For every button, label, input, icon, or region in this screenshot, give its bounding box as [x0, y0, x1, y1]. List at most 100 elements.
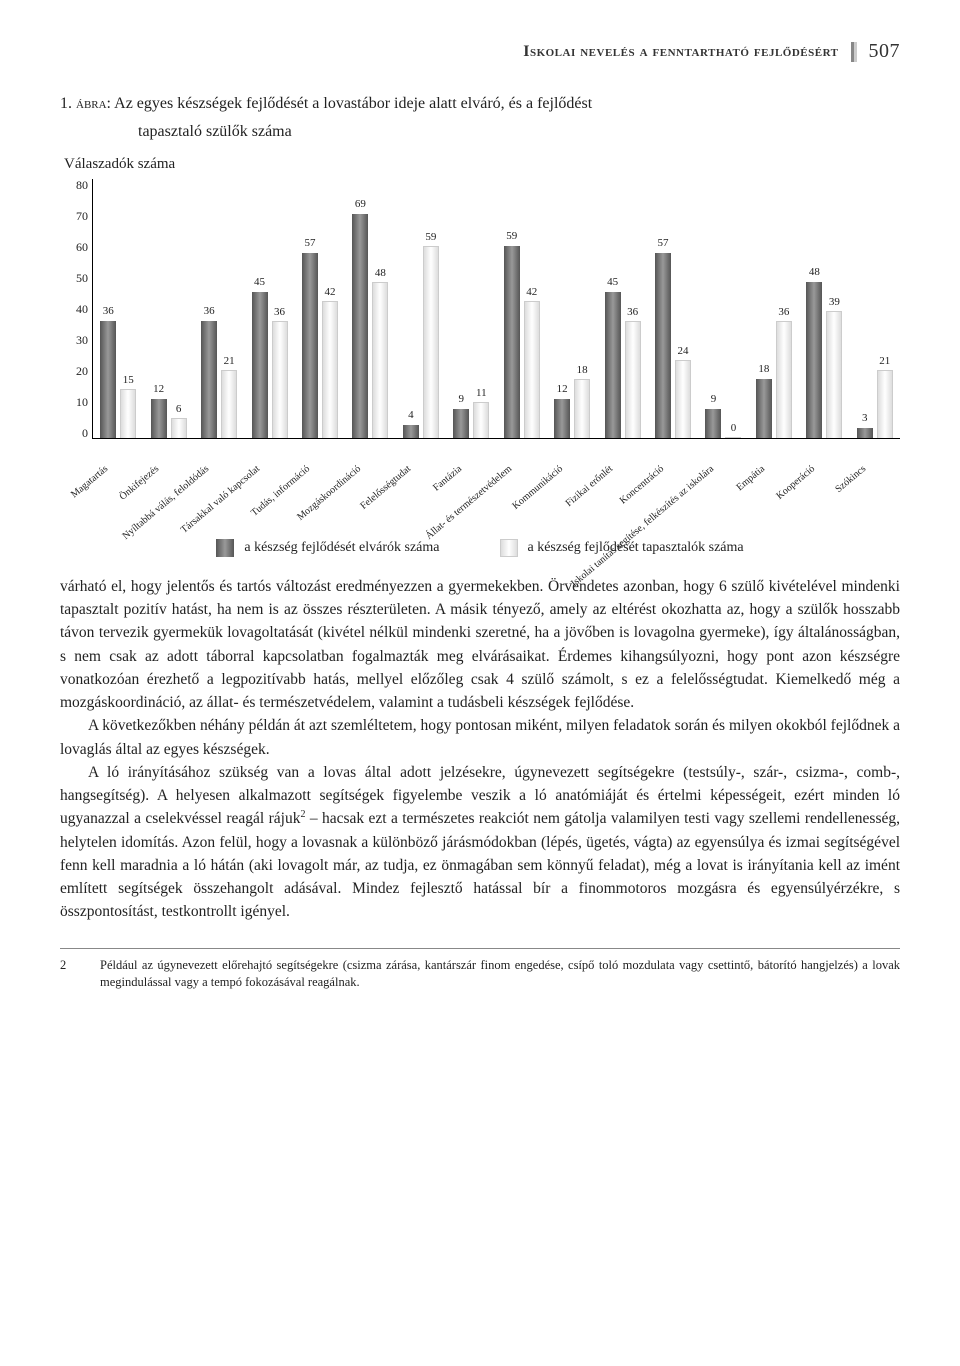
y-tick: 20 [60, 365, 88, 377]
bar-value-label: 59 [425, 231, 436, 243]
legend-label-series1: a készség fejlődését elvárók száma [244, 540, 439, 556]
bar-series2: 36 [776, 321, 792, 438]
bar-value-label: 69 [355, 198, 366, 210]
figure-caption-line2-wrap: tapasztaló szülők száma [60, 121, 900, 143]
footnote-rule [60, 948, 900, 949]
bar-value-label: 45 [254, 276, 265, 288]
bar-series1: 4 [403, 425, 419, 438]
y-tick: 60 [60, 241, 88, 253]
legend-item-series1: a készség fejlődését elvárók száma [216, 539, 439, 557]
bar-group: 4 59 [396, 179, 446, 438]
y-tick: 50 [60, 272, 88, 284]
bar-series1: 45 [252, 292, 268, 438]
bar-series2: 59 [423, 246, 439, 438]
bar-group: 6948 [345, 179, 395, 438]
bar-chart: 80706050403020100 3615126362145365742694… [60, 179, 900, 479]
bar-value-label: 21 [879, 355, 890, 367]
bar-series2: 42 [322, 301, 338, 438]
bar-series1: 18 [756, 379, 772, 438]
bar-value-label: 36 [274, 306, 285, 318]
bar-series1: 57 [302, 253, 318, 438]
bar-group: 3615 [93, 179, 143, 438]
chart-plot-area: 3615126362145365742694845991159421218453… [92, 179, 900, 439]
footnote: 2 Például az úgynevezett előrehajtó segí… [60, 957, 900, 992]
bar-value-label: 21 [224, 355, 235, 367]
bar-group: 126 [143, 179, 193, 438]
y-tick: 80 [60, 179, 88, 191]
y-tick: 0 [60, 427, 88, 439]
running-header: Iskolai nevelés a fenntartható fejlődésé… [60, 40, 900, 63]
bar-value-label: 36 [103, 305, 114, 317]
chart-subtitle: Válaszadók száma [64, 156, 900, 173]
bar-value-label: 48 [375, 267, 386, 279]
bar-value-label: 15 [123, 374, 134, 386]
bar-value-label: 4 [408, 409, 414, 421]
figure-caption-line2: tapasztaló szülők száma [138, 123, 292, 140]
bar-value-label: 18 [577, 364, 588, 376]
bar-value-label: 59 [506, 230, 517, 242]
bar-value-label: 36 [204, 305, 215, 317]
bar-value-label: 18 [758, 363, 769, 375]
figure-caption: 1. ábra: Az egyes készségek fejlődését a… [60, 93, 900, 115]
bar-series1: 69 [352, 214, 368, 438]
bar-value-label: 3 [862, 412, 868, 424]
x-tick-label: Szókincs [841, 447, 904, 509]
bar-series1: 59 [504, 246, 520, 438]
y-tick: 70 [60, 210, 88, 222]
bar-series1: 3 [857, 428, 873, 438]
bar-group: 90 [698, 179, 748, 438]
page-number: 507 [869, 40, 901, 63]
bar-value-label: 36 [627, 306, 638, 318]
footnote-text: Például az úgynevezett előrehajtó segíts… [100, 957, 900, 992]
bar-group: 5724 [648, 179, 698, 438]
bar-series2: 15 [120, 389, 136, 438]
bar-value-label: 42 [324, 286, 335, 298]
bar-series2: 11 [473, 402, 489, 438]
bar-value-label: 6 [176, 403, 182, 415]
bar-series1: 9 [453, 409, 469, 438]
paragraph-2: A következőkben néhány példán át azt sze… [60, 714, 900, 761]
bar-group: 45 36 [244, 179, 294, 438]
bar-series1: 36 [201, 321, 217, 438]
paragraph-1: várható el, hogy jelentős és tartós vált… [60, 575, 900, 715]
bar-value-label: 9 [711, 393, 717, 405]
chart-x-axis: MagatartásÖnkifejezésNyíltabbá válás, fe… [92, 441, 900, 479]
figure-caption-line1: Az egyes készségek fejlődését a lovastáb… [114, 95, 592, 112]
bar-group: 3621 [194, 179, 244, 438]
bar-series1: 36 [100, 321, 116, 438]
bar-series1: 12 [151, 399, 167, 438]
bar-series2: 42 [524, 301, 540, 438]
footnote-number: 2 [60, 957, 80, 992]
legend-label-series2: a készség fejlődését tapasztalók száma [528, 540, 744, 556]
bar-group: 1836 [749, 179, 799, 438]
bar-value-label: 12 [153, 383, 164, 395]
bar-series2: 18 [574, 379, 590, 438]
bar-series2: 21 [877, 370, 893, 438]
bar-group: 911 [446, 179, 496, 438]
bar-group: 5942 [497, 179, 547, 438]
bar-series1: 57 [655, 253, 671, 438]
y-tick: 40 [60, 303, 88, 315]
bar-value-label: 57 [658, 237, 669, 249]
paragraph-3: A ló irányításához szükség van a lovas á… [60, 761, 900, 924]
chart-y-axis: 80706050403020100 [60, 179, 88, 439]
y-tick: 30 [60, 334, 88, 346]
bar-series2: 48 [372, 282, 388, 438]
bar-group: 5742 [295, 179, 345, 438]
bar-series1: 48 [806, 282, 822, 438]
bar-group: 3 21 [850, 179, 900, 438]
figure-label: 1. ábra: [60, 95, 111, 112]
legend-swatch-dark-icon [216, 539, 234, 557]
bar-value-label: 39 [829, 296, 840, 308]
bar-value-label: 9 [459, 393, 465, 405]
bar-group: 48 39 [799, 179, 849, 438]
bar-value-label: 48 [809, 266, 820, 278]
bar-value-label: 12 [557, 383, 568, 395]
bar-series2: 21 [221, 370, 237, 438]
bar-value-label: 45 [607, 276, 618, 288]
bar-series2: 6 [171, 418, 187, 438]
bar-series1: 9 [705, 409, 721, 438]
bar-value-label: 57 [304, 237, 315, 249]
running-title: Iskolai nevelés a fenntartható fejlődésé… [523, 43, 838, 61]
bar-series1: 45 [605, 292, 621, 438]
